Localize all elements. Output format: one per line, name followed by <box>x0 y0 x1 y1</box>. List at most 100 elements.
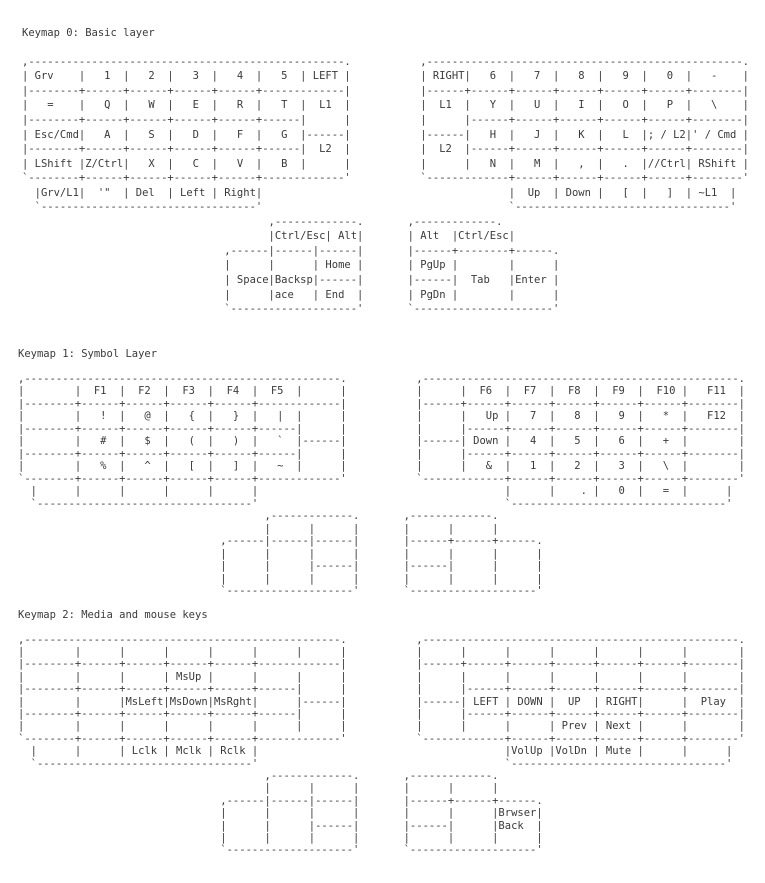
keymap-diagram-line: | | | | <box>403 547 543 560</box>
keymap-diagram-line: | | | | MsUp | | | | <box>18 670 347 683</box>
left-hand-diagram: ,---------------------------------------… <box>18 634 347 770</box>
keymap-diagram-line: | | | | <box>220 547 360 560</box>
keymap-diagram-line: `----------------------------------' <box>22 201 263 214</box>
right-thumb-cluster-diagram: ,-------------. | | | |------+------+-----… <box>404 510 543 598</box>
keymap-diagram-line: |------+------+------. <box>403 535 543 548</box>
keymap-diagram-line: | | | | | | <box>18 485 259 498</box>
keymap-diagram-line: ,---------------------------------------… <box>22 55 351 68</box>
keymap-diagram-line: | L2 |------+------+------+------+------… <box>420 143 749 156</box>
keymap-diagram-line: | Alt |Ctrl/Esc| <box>407 230 516 243</box>
keymap-diagram-line: | | | | | | | | <box>416 670 745 683</box>
keymap-diagram-line: `--------+------+------+------+------+--… <box>18 472 347 485</box>
keymap-diagram-line: | | | <box>403 782 499 795</box>
keymap-diagram-line: |------+--------+------. <box>407 244 560 257</box>
keymap-diagram-line: | | |MsLeft|MsDown|MsRght| |------| <box>18 695 347 708</box>
keymap-title: Keymap 2: Media and mouse keys <box>18 608 208 621</box>
keymap-diagram-line: | | |------| <box>220 819 360 832</box>
keymap-diagram-line: | |------+------+------+------+------+--… <box>416 447 745 460</box>
keymap-diagram-line: ,-------------. <box>407 215 503 228</box>
keymap-diagram-line: |--------+------+------+------+------+--… <box>22 143 351 156</box>
keymap-diagram-line: |------| H | J | K | L |; / L2|' / Cmd | <box>420 128 749 141</box>
keymap-diagram-line: | | | | <box>220 807 360 820</box>
keymap-diagram-line: | | | | | | | | <box>18 645 347 658</box>
keymap-diagram-line: |VolUp |VolDn | Mute | | | <box>416 745 733 758</box>
keymap-diagram-line: | |------+------+------+------+------+--… <box>420 113 749 126</box>
right-thumb-cluster-diagram: ,-------------. | Alt |Ctrl/Esc| |------+-… <box>408 215 560 317</box>
keymap-diagram-line: | Esc/Cmd| A | S | D | F | G |------| <box>22 128 351 141</box>
keymap-diagram-line: |------| |Back | <box>403 819 543 832</box>
keymap-diagram-line: ,---------------------------------------… <box>416 633 745 646</box>
keymap-diagram-line: | |ace | End | <box>224 288 364 301</box>
keymap-diagram-line: ,-------------. <box>403 510 499 523</box>
keymap-diagram-line: |------+------+------+------+------+----… <box>416 658 745 671</box>
keymap-diagram-line: | | | Lclk | Mclk | Rclk | <box>18 745 259 758</box>
keymap-diagram-line: | |------+------+------+------+------+--… <box>416 683 745 696</box>
right-hand-diagram: ,---------------------------------------… <box>416 634 745 770</box>
keymap-diagram-line: | | N | M | , | . |//Ctrl| RShift | <box>420 157 749 170</box>
keymap-diagram-line: |------+------+------. <box>403 794 543 807</box>
keymap-diagram-line: |------| Down | 4 | 5 | 6 | + | | <box>416 435 745 448</box>
keymap-diagram-line: |--------+------+------+------+------+--… <box>22 84 351 97</box>
keymap-diagram-line: | | | <box>220 522 360 535</box>
keymap-diagram-line: ,---------------------------------------… <box>420 55 749 68</box>
keymap-diagram-line: |------| LEFT | DOWN | UP | RIGHT| | Pla… <box>416 695 745 708</box>
keymap-diagram-line: | | | | <box>403 572 543 585</box>
keymap-diagram-line: |--------+------+------+------+------+--… <box>18 658 347 671</box>
keymap-diagram-line: | | | | <box>403 831 543 844</box>
keymap-diagram-line: |------| | | <box>403 560 543 573</box>
keymap-title: Keymap 0: Basic layer <box>22 26 155 39</box>
keymap-diagram-line: | |------+------+------+------+------+--… <box>416 707 745 720</box>
keymap-diagram-line: `--------------------' <box>403 585 543 598</box>
left-hand-diagram: ,---------------------------------------… <box>22 55 351 215</box>
keymap-diagram-line: | | |------| <box>220 560 360 573</box>
keymap-diagram-line: | LShift |Z/Ctrl| X | C | V | B | | <box>22 157 351 170</box>
keymap-diagram-line: |------+------+------+------+------+----… <box>416 397 745 410</box>
keymap-diagram-line: |------| Tab |Enter | <box>407 274 560 287</box>
keymap-diagram-line: ,-------------. <box>403 769 499 782</box>
keymap-diagram-line: | | | <box>220 782 360 795</box>
keymap-diagram-line: | | | | <box>220 831 360 844</box>
keymap-diagram-line: ,---------------------------------------… <box>18 372 347 385</box>
keymap-diagram-line: `----------------------------------' <box>18 757 259 770</box>
keymap-diagram-line: |Grv/L1| '" | Del | Left | Right| <box>22 186 263 199</box>
keymap-diagram-line: | PgDn | | | <box>407 288 560 301</box>
keymap-diagram-line: | | F1 | F2 | F3 | F4 | F5 | | <box>18 385 347 398</box>
keymap-diagram-line: `--------+------+------+------+------+--… <box>18 732 347 745</box>
keymap-diagram-line: | | | | <box>220 572 360 585</box>
keymap-diagram-line: | | | | Prev | Next | | | <box>416 720 745 733</box>
left-thumb-cluster-diagram: ,-------------. |Ctrl/Esc| Alt| ,------|-… <box>224 215 363 317</box>
keymap-diagram-line: `-------------+------+------+------+----… <box>416 732 745 745</box>
keymap-diagram-line: ,-------------. <box>220 510 360 523</box>
keymap-diagram-line: `-------------+------+------+------+----… <box>416 472 745 485</box>
left-thumb-cluster-diagram: ,-------------. | | | ,------|------|----… <box>220 510 359 598</box>
keymap-diagram-line: `--------------------' <box>403 844 543 857</box>
keymap-diagram-line: | | | | | | | | <box>18 720 347 733</box>
keymap-diagram-line: `----------------------------------' <box>420 201 737 214</box>
keymap-diagram-line: | | | Home | <box>224 259 364 272</box>
keymap-diagram-line: |--------+------+------+------+------+--… <box>18 707 347 720</box>
keymap-diagram-line: | | ! | @ | { | } | | | | <box>18 410 347 423</box>
keymap-diagram-line: | | . | 0 | = | | <box>416 485 733 498</box>
keymap-diagram-line: | | | <box>403 522 499 535</box>
keymap-diagram-line: |--------+------+------+------+------+--… <box>18 447 347 460</box>
keymap-diagram-line: | | # | $ | ( | ) | ` |------| <box>18 435 347 448</box>
keymap-diagram-line: | RIGHT| 6 | 7 | 8 | 9 | 0 | - | <box>420 70 749 83</box>
keymap-diagram-line: |--------+------+------+------+------+--… <box>18 683 347 696</box>
keymap-diagram-line: | | % | ^ | [ | ] | ~ | | <box>18 460 347 473</box>
keymap-diagram-line: ,-------------. <box>220 769 360 782</box>
keymap-diagram-line: | | F6 | F7 | F8 | F9 | F10 | F11 | <box>416 385 745 398</box>
keymap-diagram-line: | | & | 1 | 2 | 3 | \ | | <box>416 460 745 473</box>
left-hand-diagram: ,---------------------------------------… <box>18 373 347 511</box>
keymap-diagram-line: | L1 | Y | U | I | O | P | \ | <box>420 99 749 112</box>
keymap-diagram-line: `----------------------' <box>407 303 560 316</box>
keymap-diagram-line: ,---------------------------------------… <box>416 372 745 385</box>
keymap-diagram-line: | | Up | 7 | 8 | 9 | * | F12 | <box>416 410 745 423</box>
keymap-diagram-line: ,-------------. <box>224 215 364 228</box>
keymap-title: Keymap 1: Symbol Layer <box>18 347 158 360</box>
keymap-diagram-line: ,------|------|------| <box>220 535 360 548</box>
keymap-diagram-line: `----------------------------------' <box>18 497 259 510</box>
keymap-diagram-line: `--------------------' <box>224 303 364 316</box>
keymap-diagram-line: | = | Q | W | E | R | T | L1 | <box>22 99 351 112</box>
keymap-diagram-line: `--------------------' <box>220 585 360 598</box>
keymap-diagram-line: | | | | | | | | <box>416 645 745 658</box>
